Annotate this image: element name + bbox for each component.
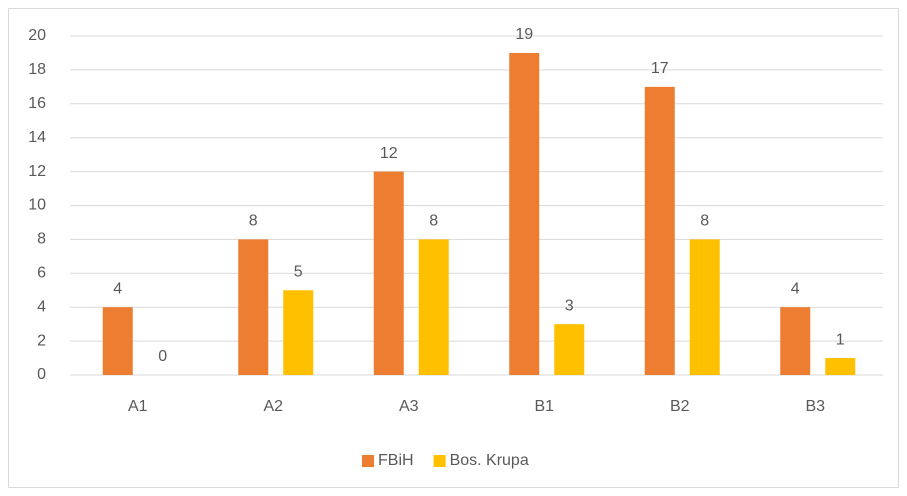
data-label: 8: [249, 213, 258, 230]
legend-label: Bos. Krupa: [450, 452, 529, 469]
x-tick-label: B2: [670, 398, 690, 415]
y-tick-label: 18: [28, 61, 46, 78]
y-tick-label: 16: [28, 95, 46, 112]
legend-swatch: [433, 455, 446, 467]
data-label: 4: [791, 280, 800, 297]
bar: [373, 171, 404, 375]
data-label: 3: [565, 297, 574, 314]
y-tick-label: 10: [28, 197, 46, 214]
x-tick-label: A1: [128, 398, 148, 415]
data-label: 12: [380, 145, 398, 162]
x-tick-label: B3: [805, 398, 825, 415]
bar: [102, 307, 133, 375]
y-tick-label: 14: [28, 129, 46, 146]
data-label: 17: [651, 60, 669, 77]
y-tick-label: 0: [37, 366, 46, 383]
bar: [509, 52, 540, 375]
data-label: 0: [158, 348, 167, 365]
bar: [283, 290, 314, 375]
bar: [644, 86, 675, 375]
y-tick-label: 2: [37, 332, 46, 349]
legend-label: FBiH: [378, 452, 414, 469]
y-tick-label: 12: [28, 163, 46, 180]
bar: [554, 324, 585, 375]
data-label: 5: [294, 263, 303, 280]
y-tick-label: 4: [37, 298, 46, 315]
legend-swatch: [362, 455, 374, 467]
bar: [418, 239, 449, 375]
x-tick-label: B1: [534, 398, 554, 415]
x-tick-label: A2: [263, 398, 283, 415]
x-tick-label: A3: [399, 398, 419, 415]
data-label: 8: [700, 213, 709, 230]
bar: [780, 307, 811, 375]
y-tick-label: 8: [37, 231, 46, 248]
data-label: 1: [836, 331, 845, 348]
data-label: 4: [113, 280, 122, 297]
bar: [825, 358, 856, 375]
data-label: 8: [429, 213, 438, 230]
data-label: 19: [515, 26, 533, 43]
y-tick-label: 6: [37, 265, 46, 282]
chart-border: [8, 8, 899, 488]
y-tick-label: 20: [28, 27, 46, 44]
bar: [689, 239, 720, 375]
bar: [238, 239, 269, 375]
